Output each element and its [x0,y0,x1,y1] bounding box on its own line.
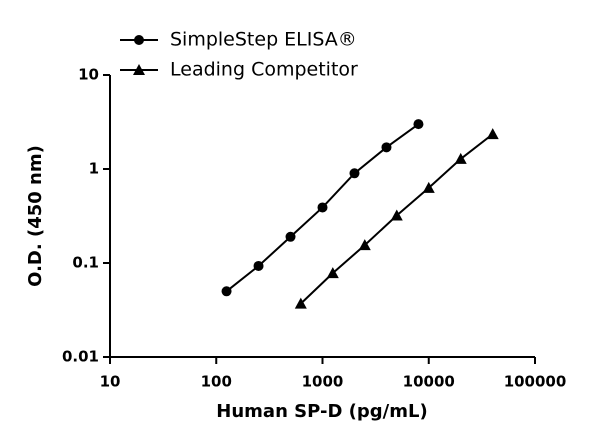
y-axis-title: O.D. (450 nm) [25,145,46,287]
data-point [326,267,339,279]
x-tick-label: 100000 [504,373,567,391]
data-point [294,297,307,309]
data-point [413,119,424,130]
x-tick-label: 100 [201,373,232,391]
data-point [221,286,232,297]
y-tick-label: 0.01 [62,348,99,366]
legend-label: Leading Competitor [170,59,358,81]
legend-marker [134,35,144,45]
data-point [317,202,328,213]
data-point [349,168,360,179]
y-tick-label: 1 [89,160,99,178]
y-tick-label: 0.1 [72,254,99,272]
x-tick-label: 1000 [302,373,344,391]
data-point [390,209,403,221]
y-tick-label: 10 [78,66,99,84]
data-point [253,260,264,271]
x-axis-title: Human SP-D (pg/mL) [216,401,427,422]
data-point [454,152,467,164]
legend-marker [133,64,145,75]
data-point [422,181,435,193]
data-point [358,239,371,251]
data-point [486,128,499,140]
data-point [381,142,392,153]
x-tick-label: 10 [100,373,121,391]
legend-label: SimpleStep ELISA® [170,29,357,51]
x-tick-label: 10000 [403,373,455,391]
data-point [285,231,296,242]
